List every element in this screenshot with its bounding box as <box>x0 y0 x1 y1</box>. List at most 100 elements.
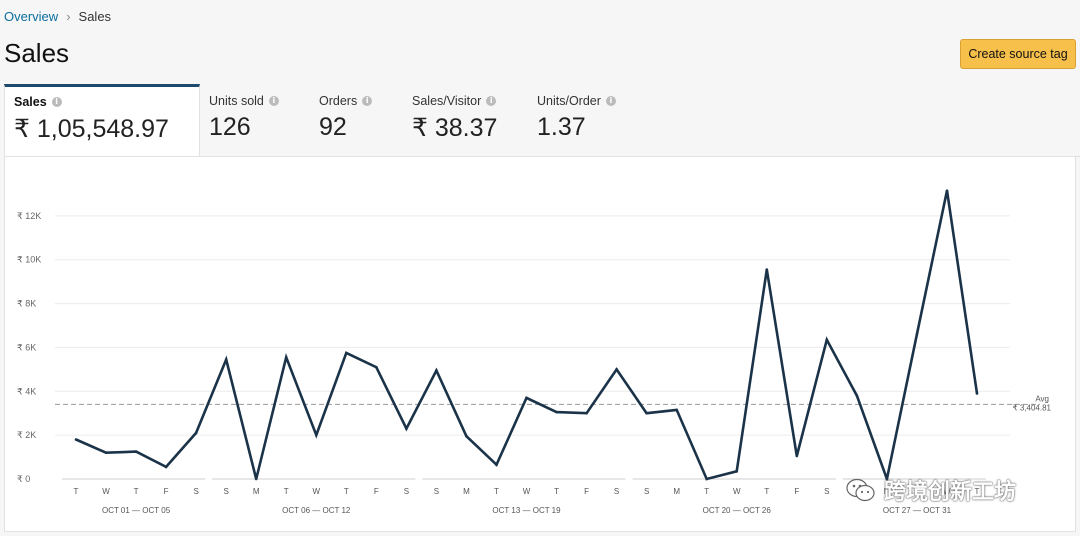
week-label: OCT 20 — OCT 26 <box>703 506 772 515</box>
data-point <box>705 477 708 481</box>
wechat-icon <box>846 477 876 503</box>
x-tick-label: T <box>134 487 139 496</box>
watermark: 跨境创新工坊 <box>846 474 1016 506</box>
y-tick-label: ₹ 4K <box>17 386 36 396</box>
tab-label: Sales/Visitor <box>412 94 482 108</box>
tab-units-sold[interactable]: Units sold i 126 <box>209 84 279 156</box>
x-tick-label: S <box>824 487 829 496</box>
data-point <box>435 369 438 372</box>
week-label: OCT 01 — OCT 05 <box>102 506 171 515</box>
x-tick-label: M <box>884 487 891 496</box>
tab-label: Units/Order <box>537 94 601 108</box>
data-point <box>825 338 829 342</box>
create-source-tag-button[interactable]: Create source tag <box>960 39 1076 69</box>
breadcrumb-overview-link[interactable]: Overview <box>4 9 59 24</box>
x-tick-label: W <box>312 487 320 496</box>
y-tick-label: ₹ 8K <box>17 299 36 309</box>
breadcrumb: Overview › Sales <box>4 9 111 24</box>
data-point <box>254 477 258 481</box>
data-point <box>465 434 468 438</box>
tab-units-order[interactable]: Units/Order i 1.37 <box>537 84 616 156</box>
x-tick-label: S <box>193 487 198 496</box>
x-tick-label: T <box>344 487 349 496</box>
info-icon[interactable]: i <box>486 96 497 106</box>
data-point <box>615 368 618 371</box>
breadcrumb-current: Sales <box>78 9 112 24</box>
x-tick-label: W <box>733 487 741 496</box>
x-tick-label: S <box>614 487 619 496</box>
info-icon[interactable]: i <box>605 96 616 106</box>
data-point <box>525 396 528 400</box>
data-point <box>885 477 889 481</box>
x-tick-label: W <box>943 487 951 496</box>
x-tick-label: F <box>164 487 169 496</box>
data-point <box>104 451 108 454</box>
x-tick-label: F <box>584 487 589 496</box>
sales-line-chart: ₹ 0 ₹ 2K ₹ 4K ₹ 6K ₹ 8K ₹ 10K ₹ 12K OCT 01 — OC… <box>17 189 1052 515</box>
info-icon[interactable]: i <box>51 97 62 107</box>
x-tick-label: S <box>223 487 228 496</box>
watermark-text: 跨境创新工坊 <box>884 479 1017 504</box>
data-point <box>675 408 678 412</box>
info-icon[interactable]: i <box>362 96 373 106</box>
x-tick-label: M <box>463 487 470 496</box>
data-point <box>74 438 78 441</box>
data-point <box>765 268 769 271</box>
tab-sales[interactable]: Sales i ₹ 1,05,548.97 <box>4 84 200 157</box>
sales-series-line <box>75 190 979 484</box>
tab-orders[interactable]: Orders i 92 <box>319 84 373 156</box>
data-point <box>795 454 799 458</box>
data-point <box>495 463 498 467</box>
data-point <box>405 427 408 430</box>
info-icon[interactable]: i <box>268 96 279 106</box>
chart-card: ₹ 0 ₹ 2K ₹ 4K ₹ 6K ₹ 8K ₹ 10K ₹ 12K OCT 01 — OC… <box>4 156 1076 532</box>
tab-value: 126 <box>209 113 251 141</box>
data-point <box>134 450 138 453</box>
x-tick-label: F <box>374 487 379 496</box>
tab-value: ₹ 38.37 <box>412 114 498 142</box>
y-tick-label: ₹ 2K <box>17 430 36 440</box>
tab-sales-visitor[interactable]: Sales/Visitor i ₹ 38.37 <box>412 84 497 156</box>
data-point <box>975 392 979 395</box>
data-point <box>645 411 648 415</box>
data-point <box>164 465 168 469</box>
x-tick-label: T <box>704 487 709 496</box>
data-point <box>314 433 318 437</box>
x-tick-label: T <box>494 487 499 496</box>
x-tick-label: M <box>253 487 260 496</box>
data-point <box>855 394 859 397</box>
x-tick-label: T <box>914 487 919 496</box>
tab-value: 92 <box>319 113 347 141</box>
x-tick-label: T <box>74 487 79 496</box>
week-label: OCT 06 — OCT 12 <box>282 506 351 515</box>
x-tick-label: M <box>673 487 680 496</box>
data-point <box>194 431 198 435</box>
tab-label: Orders <box>319 94 358 108</box>
tab-label: Sales <box>14 95 47 109</box>
tab-label: Units sold <box>209 94 264 108</box>
tab-value: ₹ 1,05,548.97 <box>14 115 169 143</box>
average-label: Avg <box>1035 394 1049 403</box>
data-point <box>224 358 228 361</box>
data-point <box>345 351 348 355</box>
page-title: Sales <box>4 38 70 68</box>
x-tick-label: T <box>284 487 289 496</box>
week-label: OCT 13 — OCT 19 <box>492 506 561 515</box>
x-tick-label: T <box>554 487 559 496</box>
data-point <box>375 365 378 369</box>
y-tick-label: ₹ 10K <box>17 255 41 265</box>
x-tick-label: W <box>102 487 110 496</box>
x-tick-label: T <box>764 487 769 496</box>
data-point <box>555 410 558 414</box>
data-point <box>284 355 288 359</box>
y-tick-label: ₹ 12K <box>17 211 41 221</box>
chevron-right-icon: › <box>66 9 71 24</box>
data-point <box>585 411 588 415</box>
data-point <box>915 332 919 336</box>
metric-tabs: Sales i ₹ 1,05,548.97 Units sold i 126 Ord… <box>4 84 1080 157</box>
average-value-label: ₹ 3,404.81 <box>1013 403 1052 412</box>
week-label: OCT 27 — OCT 31 <box>883 506 952 515</box>
x-tick-label: T <box>975 487 980 496</box>
x-tick-label: S <box>404 487 409 496</box>
x-tick-label: F <box>794 487 799 496</box>
